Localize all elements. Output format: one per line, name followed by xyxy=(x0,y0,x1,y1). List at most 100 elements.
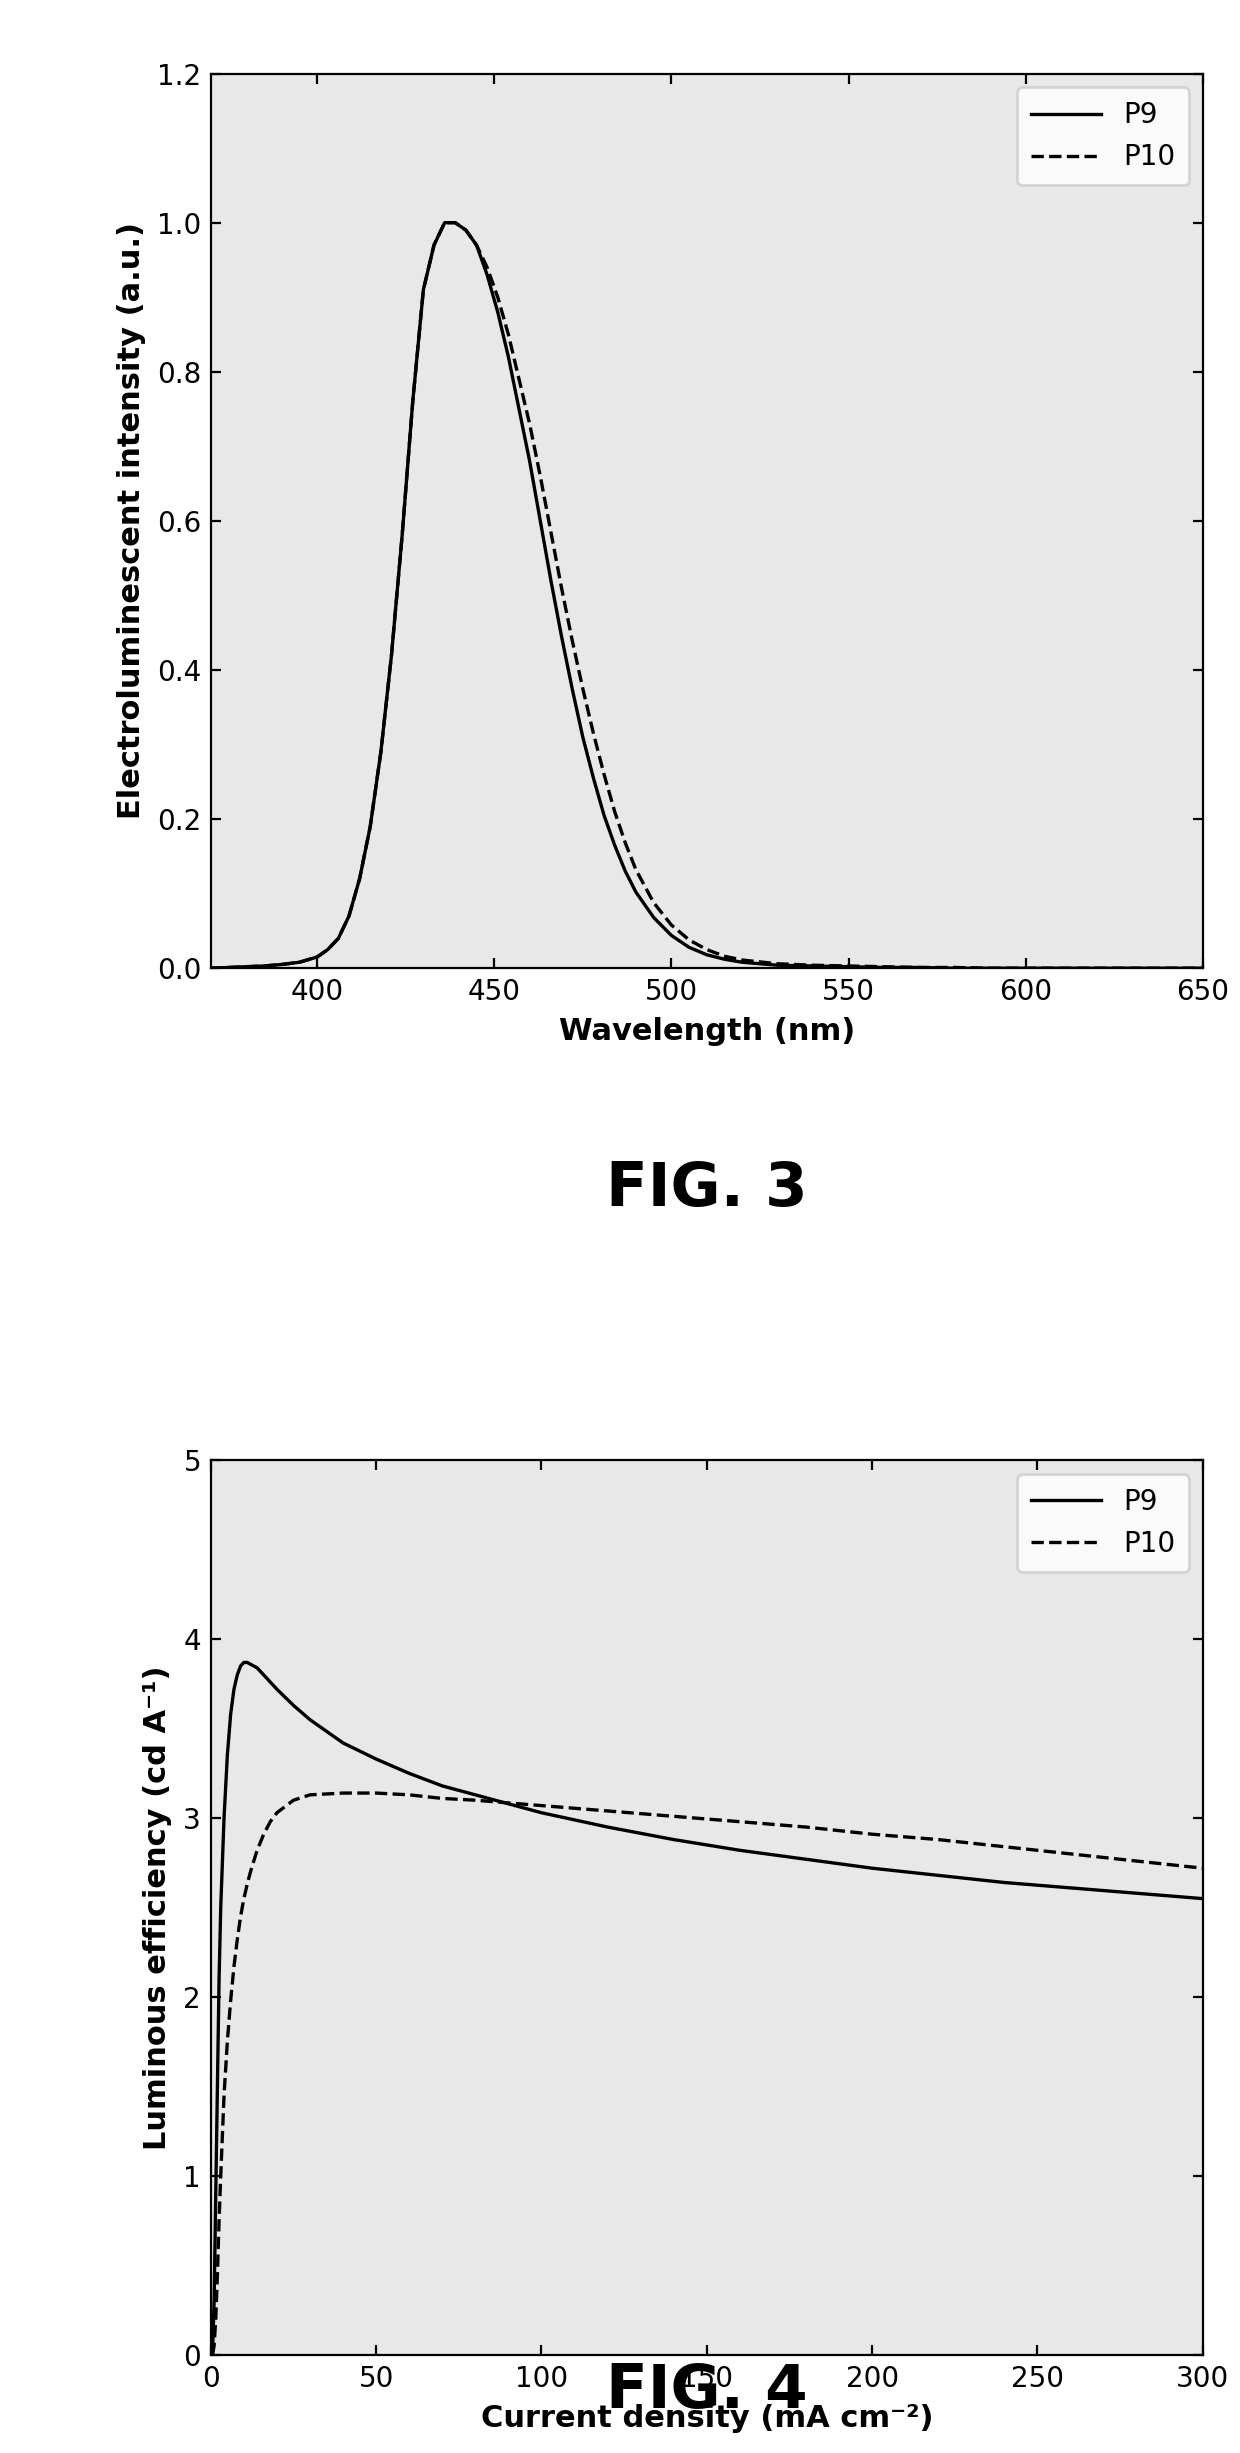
P9 xyxy=(303,1705,317,1734)
P10 xyxy=(269,1798,284,1827)
P9 xyxy=(219,1742,234,1771)
P9 xyxy=(600,1813,615,1842)
P10 xyxy=(237,1884,252,1913)
P9 xyxy=(646,903,661,932)
P9 xyxy=(205,2340,219,2370)
P10 xyxy=(1130,1847,1145,1877)
P10 xyxy=(733,1808,748,1837)
P9 xyxy=(213,1894,228,1923)
Text: FIG. 4: FIG. 4 xyxy=(606,2362,807,2421)
P9 xyxy=(239,1648,254,1678)
P9 xyxy=(237,1648,252,1678)
Line: P10: P10 xyxy=(211,223,1203,969)
P9 xyxy=(666,1825,681,1854)
P10 xyxy=(229,1926,244,1955)
P10 xyxy=(469,231,484,260)
P9 xyxy=(336,1729,351,1759)
P9 xyxy=(534,1798,549,1827)
P9 xyxy=(587,763,601,792)
P10 xyxy=(221,952,236,981)
X-axis label: Current density (mA cm⁻²): Current density (mA cm⁻²) xyxy=(481,2404,932,2433)
P10 xyxy=(223,1987,238,2016)
P10 xyxy=(646,888,661,917)
P10 xyxy=(336,1778,351,1808)
P9 xyxy=(229,1661,244,1690)
P10 xyxy=(997,1832,1012,1862)
P10 xyxy=(864,1820,879,1850)
P9 xyxy=(221,952,236,981)
P9 xyxy=(931,1862,946,1891)
P9 xyxy=(438,209,453,238)
Y-axis label: Electroluminescent intensity (a.u.): Electroluminescent intensity (a.u.) xyxy=(117,223,145,819)
P10 xyxy=(219,2026,234,2056)
P10 xyxy=(263,1808,278,1837)
P10 xyxy=(618,829,632,859)
P10 xyxy=(1063,1840,1078,1869)
P10 xyxy=(587,719,601,748)
P9 xyxy=(208,2178,223,2208)
P9 xyxy=(257,1661,272,1690)
Legend: P9, P10: P9, P10 xyxy=(1017,88,1189,184)
P9 xyxy=(1063,1874,1078,1904)
P10 xyxy=(210,2259,224,2289)
Legend: P9, P10: P9, P10 xyxy=(1017,1474,1189,1572)
P9 xyxy=(1195,1884,1210,1913)
Line: P9: P9 xyxy=(211,223,1203,969)
Text: FIG. 3: FIG. 3 xyxy=(606,1160,807,1219)
P10 xyxy=(233,1901,248,1931)
P9 xyxy=(402,1759,417,1788)
P9 xyxy=(243,1648,258,1678)
P10 xyxy=(257,1820,272,1850)
P10 xyxy=(303,1781,317,1810)
P10 xyxy=(770,949,785,979)
P10 xyxy=(467,1786,482,1815)
P9 xyxy=(467,1781,482,1810)
P9 xyxy=(469,231,484,260)
P9 xyxy=(1195,954,1210,984)
P9 xyxy=(203,954,218,984)
P10 xyxy=(799,1813,813,1842)
P9 xyxy=(799,1845,813,1874)
P10 xyxy=(666,1801,681,1830)
P9 xyxy=(269,1675,284,1705)
P9 xyxy=(233,1651,248,1680)
P9 xyxy=(227,1675,242,1705)
P9 xyxy=(249,1653,264,1683)
P9 xyxy=(1130,1879,1145,1908)
P10 xyxy=(1195,954,1210,984)
P9 xyxy=(435,1771,450,1801)
P9 xyxy=(210,2073,224,2102)
P9 xyxy=(368,1744,383,1774)
P9 xyxy=(864,1854,879,1884)
P10 xyxy=(534,1791,549,1820)
P9 xyxy=(618,856,632,886)
P10 xyxy=(600,1796,615,1825)
P10 xyxy=(207,2330,222,2360)
P10 xyxy=(402,1781,417,1810)
P10 xyxy=(249,1835,264,1864)
P10 xyxy=(227,1953,242,1982)
P9 xyxy=(733,1835,748,1864)
P10 xyxy=(243,1857,258,1886)
P9 xyxy=(217,1803,232,1832)
P10 xyxy=(213,2161,228,2191)
P10 xyxy=(931,1825,946,1854)
P10 xyxy=(239,1869,254,1899)
P9 xyxy=(207,2286,222,2316)
Line: P9: P9 xyxy=(212,1663,1203,2355)
P9 xyxy=(263,1668,278,1697)
X-axis label: Wavelength (nm): Wavelength (nm) xyxy=(559,1018,854,1045)
P10 xyxy=(368,1778,383,1808)
P10 xyxy=(208,2303,223,2333)
Line: P10: P10 xyxy=(212,1793,1203,2355)
P10 xyxy=(1195,1854,1210,1884)
P10 xyxy=(205,2340,219,2370)
P10 xyxy=(203,954,218,984)
P9 xyxy=(223,1700,238,1729)
P10 xyxy=(217,2080,232,2110)
P9 xyxy=(286,1690,301,1720)
P10 xyxy=(286,1786,301,1815)
Y-axis label: Luminous efficiency (cd A⁻¹): Luminous efficiency (cd A⁻¹) xyxy=(143,1666,172,2149)
P9 xyxy=(212,1965,227,1994)
P10 xyxy=(438,209,453,238)
